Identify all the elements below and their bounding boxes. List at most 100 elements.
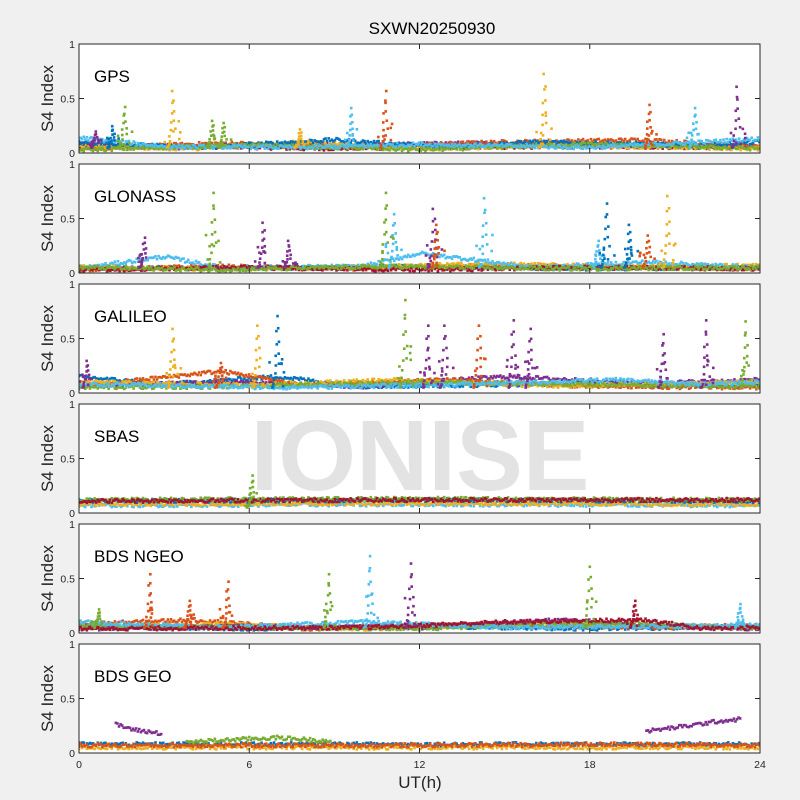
data-point [112, 262, 115, 265]
data-point [488, 147, 491, 150]
data-point [658, 137, 661, 141]
data-point [389, 126, 393, 130]
data-point [274, 145, 277, 149]
data-point [291, 147, 295, 150]
data-point [172, 141, 176, 145]
data-point [447, 256, 451, 259]
data-point [661, 145, 664, 148]
data-point [283, 145, 287, 149]
data-point [361, 139, 365, 142]
data-point [737, 140, 741, 144]
data-point [605, 142, 608, 145]
data-point [307, 263, 310, 267]
data-point [353, 144, 357, 148]
data-point [645, 133, 649, 136]
data-point [469, 146, 473, 149]
data-point [382, 144, 385, 147]
data-point [266, 144, 270, 148]
data-point [343, 146, 346, 150]
data-point [391, 147, 394, 151]
data-point [349, 122, 352, 125]
data-point [390, 122, 394, 126]
data-point [508, 143, 512, 146]
data-point [243, 144, 246, 148]
data-point [701, 141, 705, 145]
data-point [379, 145, 383, 149]
data-point [609, 146, 613, 149]
data-point [586, 262, 590, 265]
data-point [573, 144, 577, 147]
data-point [425, 148, 429, 151]
data-point [307, 146, 310, 149]
data-point [450, 257, 454, 260]
data-point [463, 145, 466, 149]
data-point [268, 141, 271, 144]
data-point [717, 140, 721, 144]
data-point [211, 147, 215, 150]
data-point [316, 263, 320, 267]
data-point [630, 143, 633, 146]
data-point [631, 142, 635, 146]
data-point [386, 127, 390, 130]
data-point [138, 257, 142, 261]
data-point [416, 252, 419, 256]
data-point [706, 145, 710, 148]
data-point [455, 262, 458, 266]
data-point [132, 148, 135, 151]
data-point [491, 141, 494, 144]
data-point [394, 142, 398, 145]
data-point [297, 135, 301, 138]
data-point [79, 139, 81, 143]
data-point [442, 144, 446, 148]
data-point [344, 147, 348, 151]
data-point [642, 144, 646, 147]
data-point [94, 132, 98, 136]
data-point [244, 264, 248, 267]
data-point [321, 140, 324, 144]
data-point [339, 148, 343, 151]
data-point [513, 143, 516, 147]
data-point [648, 145, 652, 149]
data-point [453, 147, 457, 150]
data-point [344, 267, 348, 270]
data-point [79, 146, 82, 150]
data-point [124, 140, 128, 143]
data-point [715, 265, 719, 269]
data-point [346, 147, 349, 151]
data-point [544, 265, 547, 269]
data-point [492, 144, 496, 148]
data-point [126, 144, 129, 147]
data-point [179, 259, 182, 262]
data-point [592, 141, 596, 145]
data-point [758, 138, 760, 142]
data-point [360, 143, 363, 147]
data-point [708, 145, 711, 148]
data-point [456, 142, 460, 146]
data-point [452, 262, 455, 265]
data-point [605, 264, 608, 268]
data-point [664, 143, 668, 147]
data-point [561, 144, 565, 148]
data-point [458, 148, 462, 151]
data-point [388, 146, 391, 150]
data-point [87, 145, 90, 148]
data-point [732, 134, 736, 137]
data-point [461, 148, 465, 152]
data-point [736, 107, 739, 110]
data-point [94, 130, 98, 133]
data-point [550, 127, 553, 130]
data-point [135, 257, 139, 261]
data-point [118, 263, 121, 266]
data-point [302, 264, 306, 268]
data-point [389, 138, 393, 142]
data-point [751, 141, 755, 144]
data-point [414, 142, 418, 146]
data-point [330, 144, 334, 148]
data-point [602, 139, 605, 142]
data-point [753, 144, 757, 147]
data-point [249, 143, 252, 146]
data-point [495, 143, 499, 147]
data-point [172, 257, 176, 260]
data-point [127, 266, 131, 270]
